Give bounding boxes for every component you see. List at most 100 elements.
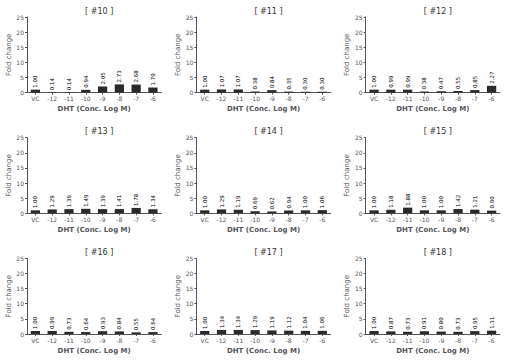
svg-text:1.07: 1.07 xyxy=(235,75,241,88)
svg-text:-10: -10 xyxy=(420,95,430,102)
svg-text:-6: -6 xyxy=(319,95,325,102)
svg-text:-6: -6 xyxy=(489,337,495,344)
svg-text:-10: -10 xyxy=(250,337,260,344)
svg-text:DHT (Conc. Log M): DHT (Conc. Log M) xyxy=(227,226,300,234)
svg-text:-7: -7 xyxy=(472,337,478,344)
svg-text:15: 15 xyxy=(355,285,363,292)
svg-text:DHT (Conc. Log M): DHT (Conc. Log M) xyxy=(396,347,469,355)
svg-text:0.91: 0.91 xyxy=(421,317,427,329)
svg-text:1.42: 1.42 xyxy=(455,195,461,207)
svg-text:-8: -8 xyxy=(455,337,461,344)
svg-text:-11: -11 xyxy=(403,337,413,344)
svg-text:VC: VC xyxy=(31,216,39,223)
svg-text:-6: -6 xyxy=(319,337,325,344)
svg-text:1.00: 1.00 xyxy=(371,316,377,329)
svg-text:1.39: 1.39 xyxy=(66,194,72,207)
svg-text:Fold change: Fold change xyxy=(5,154,13,196)
svg-text:-11: -11 xyxy=(64,216,74,223)
svg-text:DHT (Conc. Log M): DHT (Conc. Log M) xyxy=(396,105,469,113)
svg-text:0: 0 xyxy=(20,331,24,338)
svg-text:1.00: 1.00 xyxy=(421,196,427,209)
svg-text:1.00: 1.00 xyxy=(371,75,377,88)
svg-text:0: 0 xyxy=(190,331,194,338)
svg-text:-7: -7 xyxy=(133,216,139,223)
svg-text:-7: -7 xyxy=(302,337,308,344)
svg-text:-7: -7 xyxy=(472,216,478,223)
svg-text:1.11: 1.11 xyxy=(489,316,495,328)
svg-text:Fold change: Fold change xyxy=(5,275,13,317)
svg-text:25: 25 xyxy=(186,255,194,262)
svg-text:1.00: 1.00 xyxy=(32,75,38,88)
svg-text:DHT (Conc. Log M): DHT (Conc. Log M) xyxy=(58,347,131,355)
svg-text:VC: VC xyxy=(201,95,209,102)
svg-text:25: 25 xyxy=(16,134,24,141)
svg-text:VC: VC xyxy=(201,337,209,344)
svg-text:-8: -8 xyxy=(286,95,292,102)
svg-text:0.73: 0.73 xyxy=(455,317,461,330)
svg-text:20: 20 xyxy=(16,149,24,156)
svg-text:0: 0 xyxy=(359,331,363,338)
svg-text:1.06: 1.06 xyxy=(319,195,325,208)
svg-text:VC: VC xyxy=(370,216,378,223)
svg-text:1.04: 1.04 xyxy=(302,316,308,329)
svg-text:1.00: 1.00 xyxy=(32,196,38,209)
svg-text:1.78: 1.78 xyxy=(133,193,139,206)
svg-text:10: 10 xyxy=(16,59,24,66)
svg-text:15: 15 xyxy=(355,164,363,171)
svg-text:-11: -11 xyxy=(233,216,243,223)
svg-text:5: 5 xyxy=(190,74,194,81)
svg-text:Fold change: Fold change xyxy=(343,154,351,196)
svg-text:[ #17 ]: [ #17 ] xyxy=(254,248,282,257)
svg-text:[ #18 ]: [ #18 ] xyxy=(424,248,452,257)
svg-text:15: 15 xyxy=(186,44,194,51)
svg-text:1.00: 1.00 xyxy=(32,316,38,329)
svg-text:0.99: 0.99 xyxy=(405,75,411,88)
svg-text:0.95: 0.95 xyxy=(472,316,478,329)
svg-text:0: 0 xyxy=(20,89,24,96)
svg-text:0.14: 0.14 xyxy=(66,77,72,90)
svg-text:0.47: 0.47 xyxy=(438,76,444,89)
svg-text:0.14: 0.14 xyxy=(49,77,55,90)
svg-text:-6: -6 xyxy=(489,216,495,223)
svg-text:-12: -12 xyxy=(386,216,396,223)
svg-text:2.73: 2.73 xyxy=(116,70,122,83)
svg-text:1.70: 1.70 xyxy=(150,73,156,86)
svg-text:25: 25 xyxy=(355,255,363,262)
svg-text:1.18: 1.18 xyxy=(388,195,394,208)
svg-text:Fold change: Fold change xyxy=(5,34,13,76)
svg-text:-10: -10 xyxy=(81,95,91,102)
svg-text:VC: VC xyxy=(370,95,378,102)
svg-text:-12: -12 xyxy=(47,216,57,223)
svg-text:-11: -11 xyxy=(403,95,413,102)
svg-text:-7: -7 xyxy=(302,216,308,223)
svg-text:25: 25 xyxy=(355,134,363,141)
svg-text:1.88: 1.88 xyxy=(405,193,411,206)
svg-text:-7: -7 xyxy=(302,95,308,102)
svg-text:1.34: 1.34 xyxy=(235,315,241,328)
svg-text:1.49: 1.49 xyxy=(83,194,89,207)
svg-text:20: 20 xyxy=(355,29,363,36)
svg-text:0.55: 0.55 xyxy=(455,76,461,89)
svg-text:20: 20 xyxy=(355,270,363,277)
svg-text:-9: -9 xyxy=(269,95,275,102)
svg-text:Fold change: Fold change xyxy=(343,34,351,76)
svg-text:10: 10 xyxy=(186,300,194,307)
svg-text:1.12: 1.12 xyxy=(286,316,292,328)
svg-text:1.00: 1.00 xyxy=(438,196,444,209)
svg-text:0.84: 0.84 xyxy=(269,75,275,88)
svg-text:0.94: 0.94 xyxy=(83,75,89,88)
svg-text:-10: -10 xyxy=(420,337,430,344)
svg-text:0.85: 0.85 xyxy=(472,75,478,88)
svg-text:-10: -10 xyxy=(81,216,91,223)
svg-text:15: 15 xyxy=(16,44,24,51)
svg-text:Fold change: Fold change xyxy=(174,154,182,196)
svg-text:[ #13 ]: [ #13 ] xyxy=(85,127,113,136)
svg-text:0.38: 0.38 xyxy=(421,77,427,90)
svg-text:Fold change: Fold change xyxy=(343,275,351,317)
svg-text:DHT (Conc. Log M): DHT (Conc. Log M) xyxy=(396,226,469,234)
svg-text:10: 10 xyxy=(355,59,363,66)
svg-text:0.38: 0.38 xyxy=(252,77,258,90)
svg-text:5: 5 xyxy=(20,74,24,81)
svg-text:0.55: 0.55 xyxy=(133,318,139,331)
svg-text:-7: -7 xyxy=(133,337,139,344)
